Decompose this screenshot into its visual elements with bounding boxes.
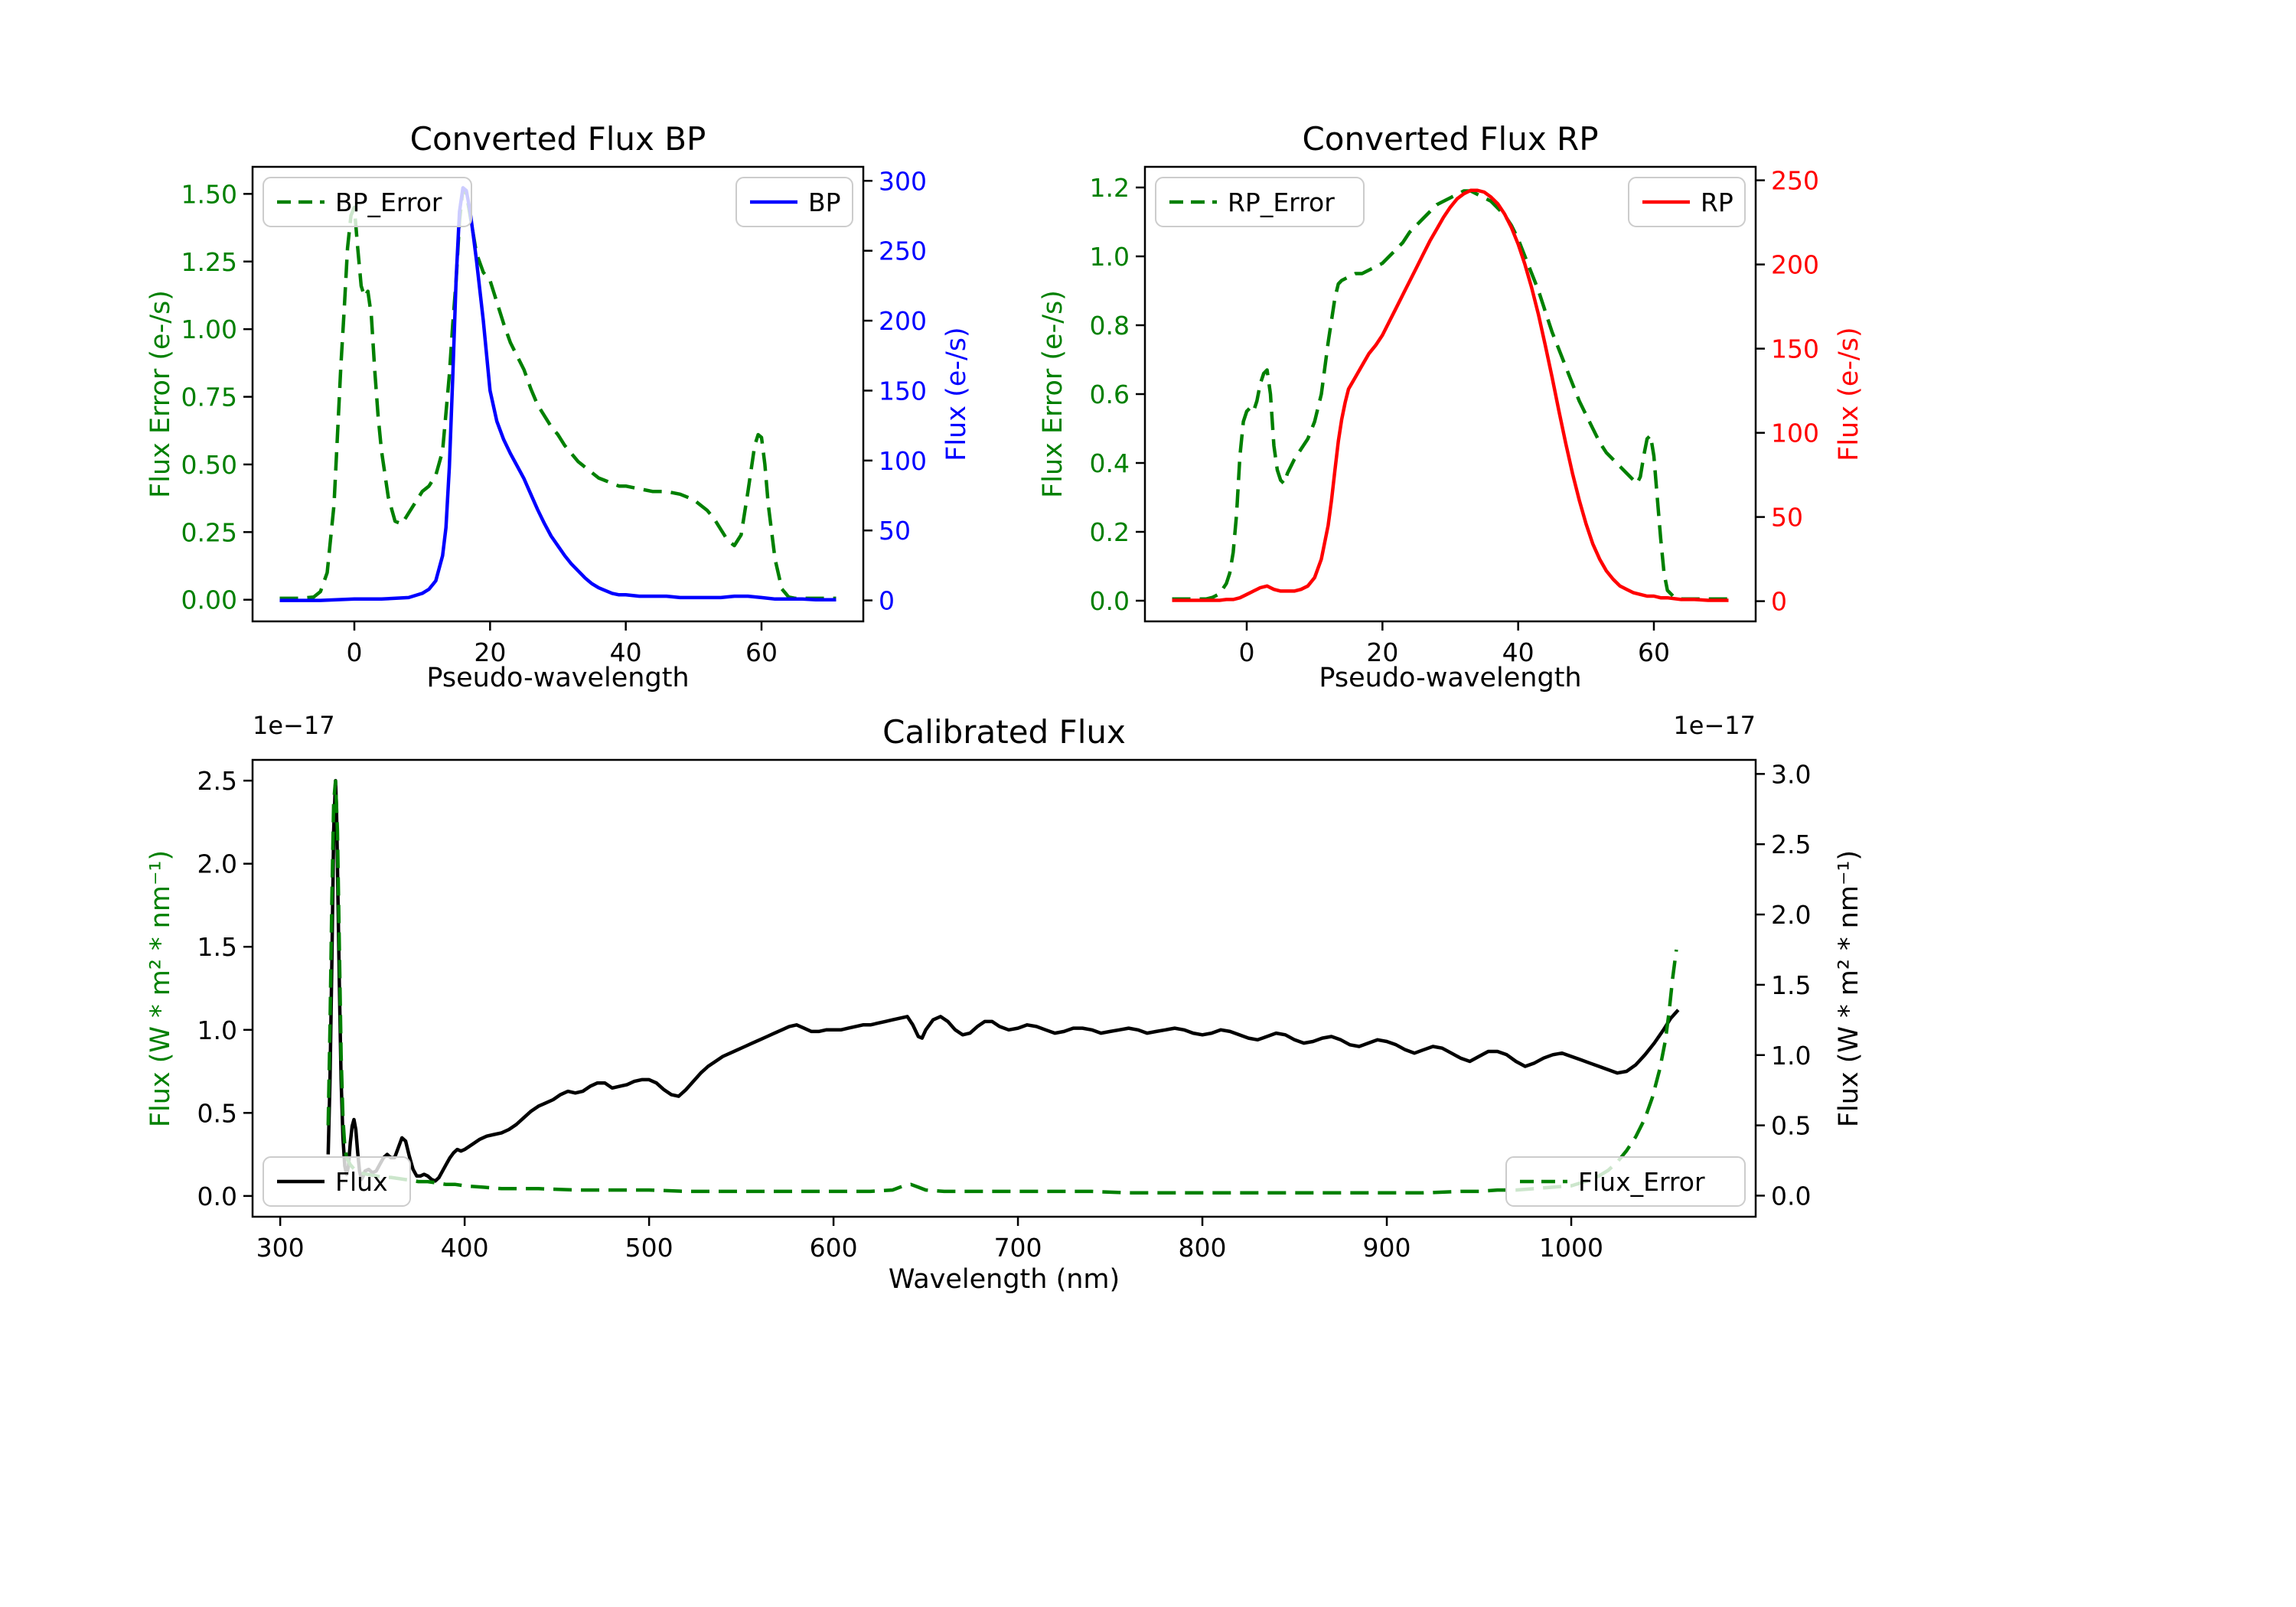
x-tick-label: 400 [441, 1233, 489, 1263]
x-tick-label: 1000 [1539, 1233, 1603, 1263]
legend-frame [1505, 1156, 1746, 1207]
y-tick-label: 0.2 [1090, 517, 1130, 547]
xlabel-calibrated: Wavelength (nm) [888, 1264, 1120, 1295]
xlabel-rp: Pseudo-wavelength [1319, 663, 1582, 693]
y-tick-label: 150 [1771, 334, 1819, 364]
axes-frame [251, 165, 865, 623]
legend-label: BP_Error [335, 187, 442, 217]
chart-bp: 0 20 40 60 0.00 0.25 0.50 0.75 1.00 1.25 1.50 0 50 10… [181, 165, 927, 667]
y-tick-label: 100 [879, 446, 927, 476]
y-tick-label: 2.0 [197, 849, 237, 879]
y-tick-label: 0.5 [1771, 1111, 1811, 1141]
y-tick-label: 1.50 [181, 179, 237, 209]
x-tick-label: 60 [745, 637, 778, 667]
x-tick-label: 900 [1363, 1233, 1411, 1263]
y-tick-label: 1.5 [1771, 970, 1811, 1000]
y-tick-label: 100 [1771, 419, 1819, 448]
legend-flux-error: Flux_Error [1505, 1156, 1746, 1207]
xlabel-bp: Pseudo-wavelength [426, 663, 690, 693]
legend-frame [263, 1156, 411, 1207]
x-tick-label: 20 [474, 637, 506, 667]
chart-rp: 0 20 40 60 0.0 0.2 0.4 0.6 0.8 1.0 1.2 0 50 100 150 200… [1090, 166, 1819, 667]
y-tick-label: 200 [1771, 250, 1819, 280]
legend-rp: RP [1628, 177, 1746, 227]
x-tick-label: 40 [610, 637, 642, 667]
x-tick-label: 20 [1366, 637, 1398, 667]
y-tick-label: 0.00 [181, 585, 237, 615]
y-tick-label: 0.25 [181, 517, 237, 547]
y-tick-label: 0.0 [1090, 586, 1130, 616]
ylabel-calibrated-left: Flux (W * m² * nm⁻¹) [145, 849, 176, 1128]
x-tick-label: 500 [625, 1233, 673, 1263]
y-tick-label: 0 [879, 586, 895, 616]
legend-label: RP_Error [1228, 187, 1335, 217]
y-tick-label: 0.0 [1771, 1181, 1811, 1211]
y-tick-label: 300 [879, 166, 927, 196]
y-tick-label: 2.0 [1771, 900, 1811, 930]
y-tick-label: 0.50 [181, 450, 237, 480]
y-tick-label: 1.5 [197, 932, 237, 962]
y-tick-label: 0.6 [1090, 380, 1130, 409]
x-tick-label: 60 [1638, 637, 1670, 667]
legend-label: Flux_Error [1578, 1167, 1705, 1197]
ylabel-bp-right: Flux (e-/s) [941, 327, 972, 461]
flux-error-line [326, 779, 1678, 1195]
y-tick-label: 0.8 [1090, 311, 1130, 341]
legend-label: BP [808, 187, 841, 217]
x-tick-label: 0 [347, 637, 363, 667]
bp-error-line [279, 187, 837, 601]
x-tick-label: 40 [1502, 637, 1534, 667]
offset-text-right: 1e−17 [1673, 711, 1756, 740]
x-tick-label: 600 [810, 1233, 858, 1263]
ylabel-bp-left: Flux Error (e-/s) [145, 290, 176, 498]
axes-frame [251, 758, 1757, 1218]
ylabel-calibrated-right: Flux (W * m² * nm⁻¹) [1834, 849, 1864, 1128]
x-tick-label: 800 [1179, 1233, 1227, 1263]
legend-rp-error: RP_Error [1155, 177, 1365, 227]
legend-label: Flux [335, 1167, 388, 1197]
x-tick-label: 0 [1239, 637, 1255, 667]
bp-line [279, 186, 837, 602]
y-tick-label: 1.2 [1090, 173, 1130, 203]
y-tick-label: 250 [1771, 166, 1819, 196]
y-tick-label: 150 [879, 376, 927, 406]
legend-frame [1155, 177, 1365, 227]
y-tick-label: 3.0 [1771, 759, 1811, 789]
y-tick-label: 50 [1771, 503, 1803, 533]
y-tick-label: 1.0 [1771, 1041, 1811, 1071]
y-tick-label: 0.0 [197, 1182, 237, 1211]
legend-bp: BP [735, 177, 853, 227]
y-tick-label: 1.25 [181, 247, 237, 277]
y-tick-label: 1.0 [197, 1015, 237, 1045]
axes-frame [1143, 165, 1757, 623]
y-tick-label: 2.5 [197, 766, 237, 796]
y-tick-label: 250 [879, 236, 927, 266]
legend-label: RP [1701, 187, 1733, 217]
flux-line [326, 778, 1680, 1183]
y-tick-label: 0.75 [181, 383, 237, 412]
y-tick-label: 1.0 [1090, 242, 1130, 272]
x-tick-label: 700 [994, 1233, 1042, 1263]
y-tick-label: 0.4 [1090, 448, 1130, 478]
x-tick-label: 300 [256, 1233, 305, 1263]
ylabel-rp-left: Flux Error (e-/s) [1038, 290, 1068, 498]
y-tick-label: 200 [879, 306, 927, 336]
rp-line [1172, 188, 1729, 602]
chart-title-calibrated: Calibrated Flux [882, 713, 1126, 751]
y-tick-label: 50 [879, 516, 911, 546]
legend-bp-error: BP_Error [263, 177, 472, 227]
rp-error-line [1172, 189, 1729, 601]
y-tick-label: 1.00 [181, 315, 237, 344]
chart-title-bp: Converted Flux BP [409, 120, 706, 158]
ylabel-rp-right: Flux (e-/s) [1834, 327, 1864, 461]
chart-cal: 300 400 500 600 700 800 900 1000 0.0 0.5 1.0 1.5 2.0… [197, 758, 1811, 1263]
chart-title-rp: Converted Flux RP [1302, 120, 1599, 158]
legend-frame [263, 177, 472, 227]
y-tick-label: 0 [1771, 587, 1787, 617]
y-tick-label: 2.5 [1771, 830, 1811, 859]
legend-flux: Flux [263, 1156, 411, 1207]
y-tick-label: 0.5 [197, 1098, 237, 1128]
offset-text-left: 1e−17 [253, 711, 335, 740]
